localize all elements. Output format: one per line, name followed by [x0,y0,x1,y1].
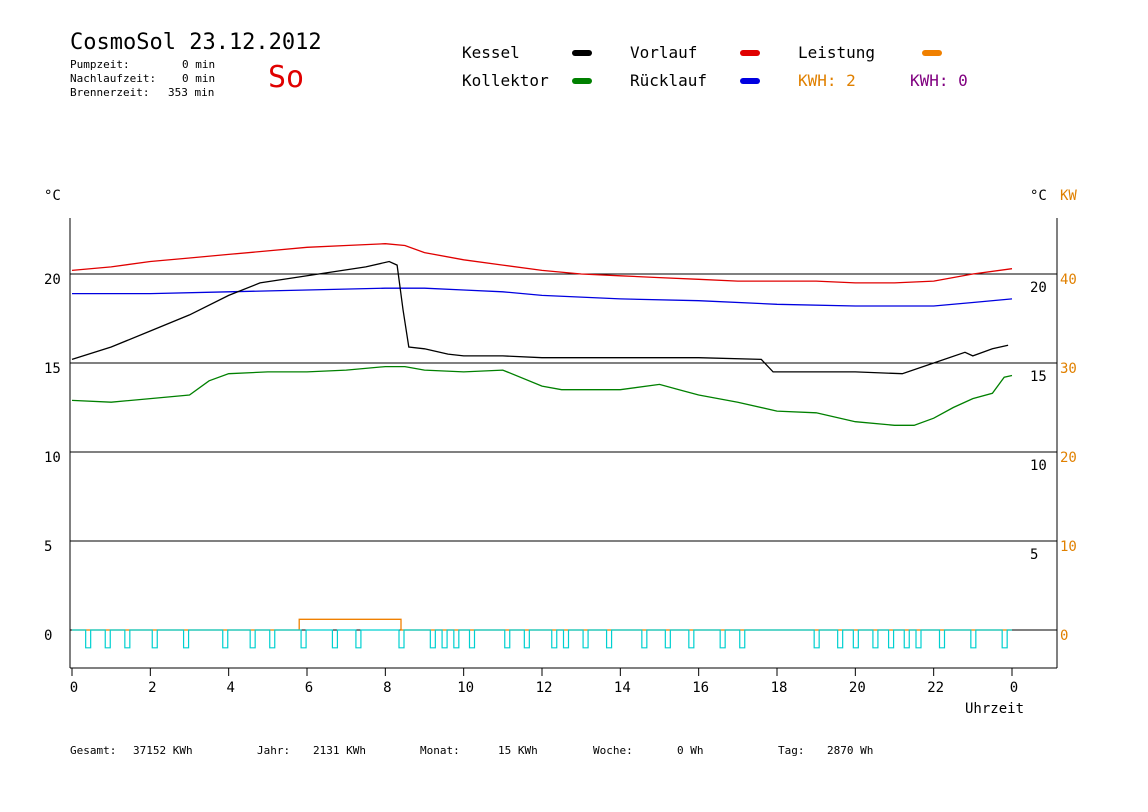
x-tick-label: 6 [305,680,313,696]
footer-value: 2870 Wh [827,744,874,757]
y-tick-label-left: 20 [44,272,61,288]
y-tick-label-left: 15 [44,361,61,377]
y-tick-label-kw: 0 [1060,628,1068,644]
legend-label-vorlauf: Vorlauf [630,43,698,62]
chart-title: CosmoSol 23.12.2012 [70,30,322,55]
x-tick-label: 22 [927,680,944,696]
legend-swatch-ruecklauf [740,78,760,84]
footer-woche: Woche: 0 Wh [593,744,704,757]
x-tick-label: 14 [614,680,631,696]
footer-label: Jahr: [257,744,291,757]
right-axis-kw-unit: KW [1060,188,1077,204]
footer-tag: Tag: 2870 Wh [778,744,873,757]
series-line-kollektor [71,365,1013,426]
footer-jahr: Jahr: 2131 KWh [257,744,366,757]
x-tick-label: 18 [771,680,788,696]
footer-label: Tag: [778,744,805,757]
x-tick-label: 8 [383,680,391,696]
footer-gesamt: Gesamt: 37152 KWh [70,744,193,757]
y-tick-label-kw: 20 [1060,450,1077,466]
stat-pumpzeit: Pumpzeit: 0 min [70,58,215,71]
legend-swatch-kollektor [572,78,592,84]
legend-label-leistung: Leistung [798,43,876,62]
x-tick-label: 10 [457,680,474,696]
y-tick-label-kw: 10 [1060,539,1077,555]
y-tick-label-left: 5 [44,539,52,555]
footer-value: 37152 KWh [133,744,193,757]
legend-label-ruecklauf: Rücklauf [630,71,708,90]
footer-label: Monat: [420,744,460,757]
x-tick-label: 4 [226,680,234,696]
x-tick-label: 0 [1010,680,1018,696]
stat-value: 0 min [182,58,216,71]
stat-nachlaufzeit: Nachlaufzeit: 0 min [70,72,215,85]
right-axis-unit: °C [1030,188,1047,204]
footer-monat: Monat: 15 KWh [420,744,538,757]
stat-brennerzeit: Brennerzeit: 353 min [70,86,214,99]
series-line-kessel [71,260,1009,375]
x-tick-label: 16 [692,680,709,696]
left-axis-unit: °C [44,188,61,204]
y-tick-label-left: 0 [44,628,52,644]
y-tick-label-right: 20 [1030,280,1047,296]
series-line-rücklauf [72,287,1013,307]
y-tick-label-right: 15 [1030,369,1047,385]
series-line-vorlauf [71,243,1013,284]
y-tick-label-kw: 40 [1060,272,1077,288]
footer-value: 15 KWh [498,744,538,757]
footer-value: 2131 KWh [313,744,366,757]
y-tick-label-right: 10 [1030,458,1047,474]
x-tick-label: 0 [70,680,78,696]
legend-swatch-kessel [572,50,592,56]
footer-label: Gesamt: [70,744,117,757]
legend-label-kollektor: Kollektor [462,71,549,90]
kwh-purple-label: KWH: 0 [910,71,968,90]
series-line-leistung [72,618,1012,631]
footer-label: Woche: [593,744,633,757]
stat-value: 353 min [168,86,215,99]
x-axis-label: Uhrzeit [965,701,1025,717]
series-pulses [72,629,1012,649]
weekday-label: So [268,60,305,95]
stat-label: Brennerzeit: [70,86,150,99]
legend-label-kessel: Kessel [462,43,520,62]
x-tick-label: 20 [849,680,866,696]
y-tick-label-right: 5 [1030,547,1038,563]
kwh-orange-label: KWH: 2 [798,71,856,90]
stat-value: 0 min [182,72,216,85]
x-tick-label: 2 [148,680,156,696]
legend-swatch-leistung [922,50,942,56]
y-tick-label-left: 10 [44,450,61,466]
x-tick-label: 12 [536,680,553,696]
y-tick-label-kw: 30 [1060,361,1077,377]
stat-label: Nachlaufzeit: [70,72,157,85]
stat-label: Pumpzeit: [70,58,130,71]
legend-swatch-vorlauf [740,50,760,56]
footer-value: 0 Wh [677,744,704,757]
